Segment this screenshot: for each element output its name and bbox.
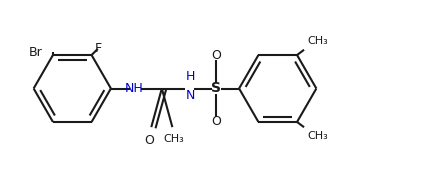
Text: CH₃: CH₃	[308, 36, 328, 46]
Text: CH₃: CH₃	[308, 131, 328, 141]
Text: O: O	[211, 115, 221, 128]
Text: N: N	[186, 89, 195, 102]
Text: S: S	[211, 81, 221, 96]
Text: H: H	[186, 70, 195, 83]
Text: O: O	[211, 49, 221, 62]
Text: CH₃: CH₃	[164, 134, 184, 144]
Text: Br: Br	[29, 46, 43, 59]
Text: NH: NH	[124, 82, 143, 95]
Text: O: O	[145, 134, 154, 147]
Text: F: F	[95, 42, 102, 55]
